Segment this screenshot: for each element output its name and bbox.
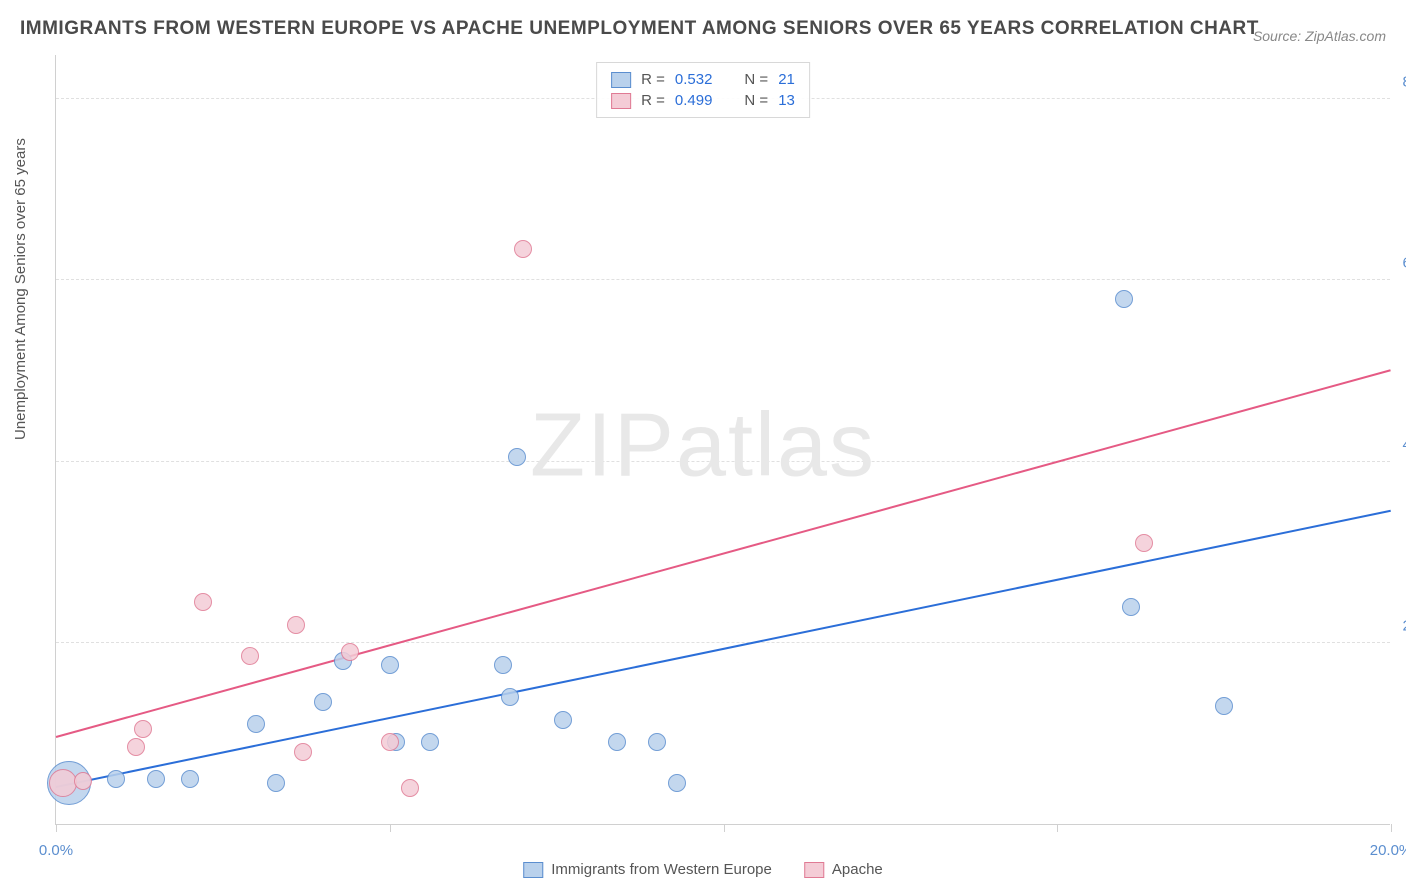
n-label: N = xyxy=(744,92,768,109)
data-point xyxy=(247,715,265,733)
data-point xyxy=(341,643,359,661)
legend-stat-row: R = 0.499 N = 13 xyxy=(611,90,795,111)
data-point xyxy=(134,720,152,738)
data-point xyxy=(194,593,212,611)
data-point xyxy=(494,656,512,674)
x-tick-label: 0.0% xyxy=(39,842,73,859)
data-point xyxy=(1135,534,1153,552)
y-tick-label: 80.0% xyxy=(1395,74,1406,91)
data-point xyxy=(381,656,399,674)
y-axis-label: Unemployment Among Seniors over 65 years xyxy=(12,138,29,440)
legend-label: Apache xyxy=(832,861,883,878)
x-tick xyxy=(724,824,725,832)
trend-line xyxy=(56,509,1391,787)
trend-line xyxy=(56,369,1392,738)
y-tick-label: 60.0% xyxy=(1395,255,1406,272)
data-point xyxy=(127,738,145,756)
data-point xyxy=(267,774,285,792)
source-attribution: Source: ZipAtlas.com xyxy=(1253,28,1386,44)
data-point xyxy=(1115,290,1133,308)
r-label: R = xyxy=(641,92,665,109)
x-tick xyxy=(1057,824,1058,832)
legend-swatch xyxy=(611,93,631,109)
n-value: 21 xyxy=(778,71,795,88)
gridline xyxy=(56,279,1390,280)
y-tick-label: 20.0% xyxy=(1395,617,1406,634)
data-point xyxy=(241,647,259,665)
x-tick-label: 20.0% xyxy=(1370,842,1406,859)
n-value: 13 xyxy=(778,92,795,109)
data-point xyxy=(294,743,312,761)
legend-label: Immigrants from Western Europe xyxy=(551,861,772,878)
data-point xyxy=(501,688,519,706)
x-tick xyxy=(390,824,391,832)
data-point xyxy=(107,770,125,788)
data-point xyxy=(554,711,572,729)
data-point xyxy=(668,774,686,792)
data-point xyxy=(1215,697,1233,715)
gridline xyxy=(56,461,1390,462)
legend-stat-row: R = 0.532 N = 21 xyxy=(611,69,795,90)
r-label: R = xyxy=(641,71,665,88)
legend-swatch xyxy=(804,862,824,878)
x-tick xyxy=(1391,824,1392,832)
data-point xyxy=(401,779,419,797)
n-label: N = xyxy=(744,71,768,88)
legend-swatch xyxy=(611,72,631,88)
plot-area: 20.0%40.0%60.0%80.0%0.0%20.0% xyxy=(55,55,1390,825)
data-point xyxy=(287,616,305,634)
data-point xyxy=(514,240,532,258)
data-point xyxy=(147,770,165,788)
data-point xyxy=(608,733,626,751)
data-point xyxy=(181,770,199,788)
legend-swatch xyxy=(523,862,543,878)
gridline xyxy=(56,642,1390,643)
chart-title: IMMIGRANTS FROM WESTERN EUROPE VS APACHE… xyxy=(20,18,1259,40)
data-point xyxy=(74,772,92,790)
legend-item: Immigrants from Western Europe xyxy=(523,861,772,878)
data-point xyxy=(421,733,439,751)
legend-stats: R = 0.532 N = 21 R = 0.499 N = 13 xyxy=(596,62,810,118)
data-point xyxy=(508,448,526,466)
y-tick-label: 40.0% xyxy=(1395,436,1406,453)
data-point xyxy=(381,733,399,751)
r-value: 0.499 xyxy=(675,92,713,109)
data-point xyxy=(648,733,666,751)
data-point xyxy=(314,693,332,711)
x-tick xyxy=(56,824,57,832)
legend-item: Apache xyxy=(804,861,883,878)
r-value: 0.532 xyxy=(675,71,713,88)
data-point xyxy=(1122,598,1140,616)
data-point xyxy=(49,769,77,797)
legend-series: Immigrants from Western Europe Apache xyxy=(523,861,883,878)
